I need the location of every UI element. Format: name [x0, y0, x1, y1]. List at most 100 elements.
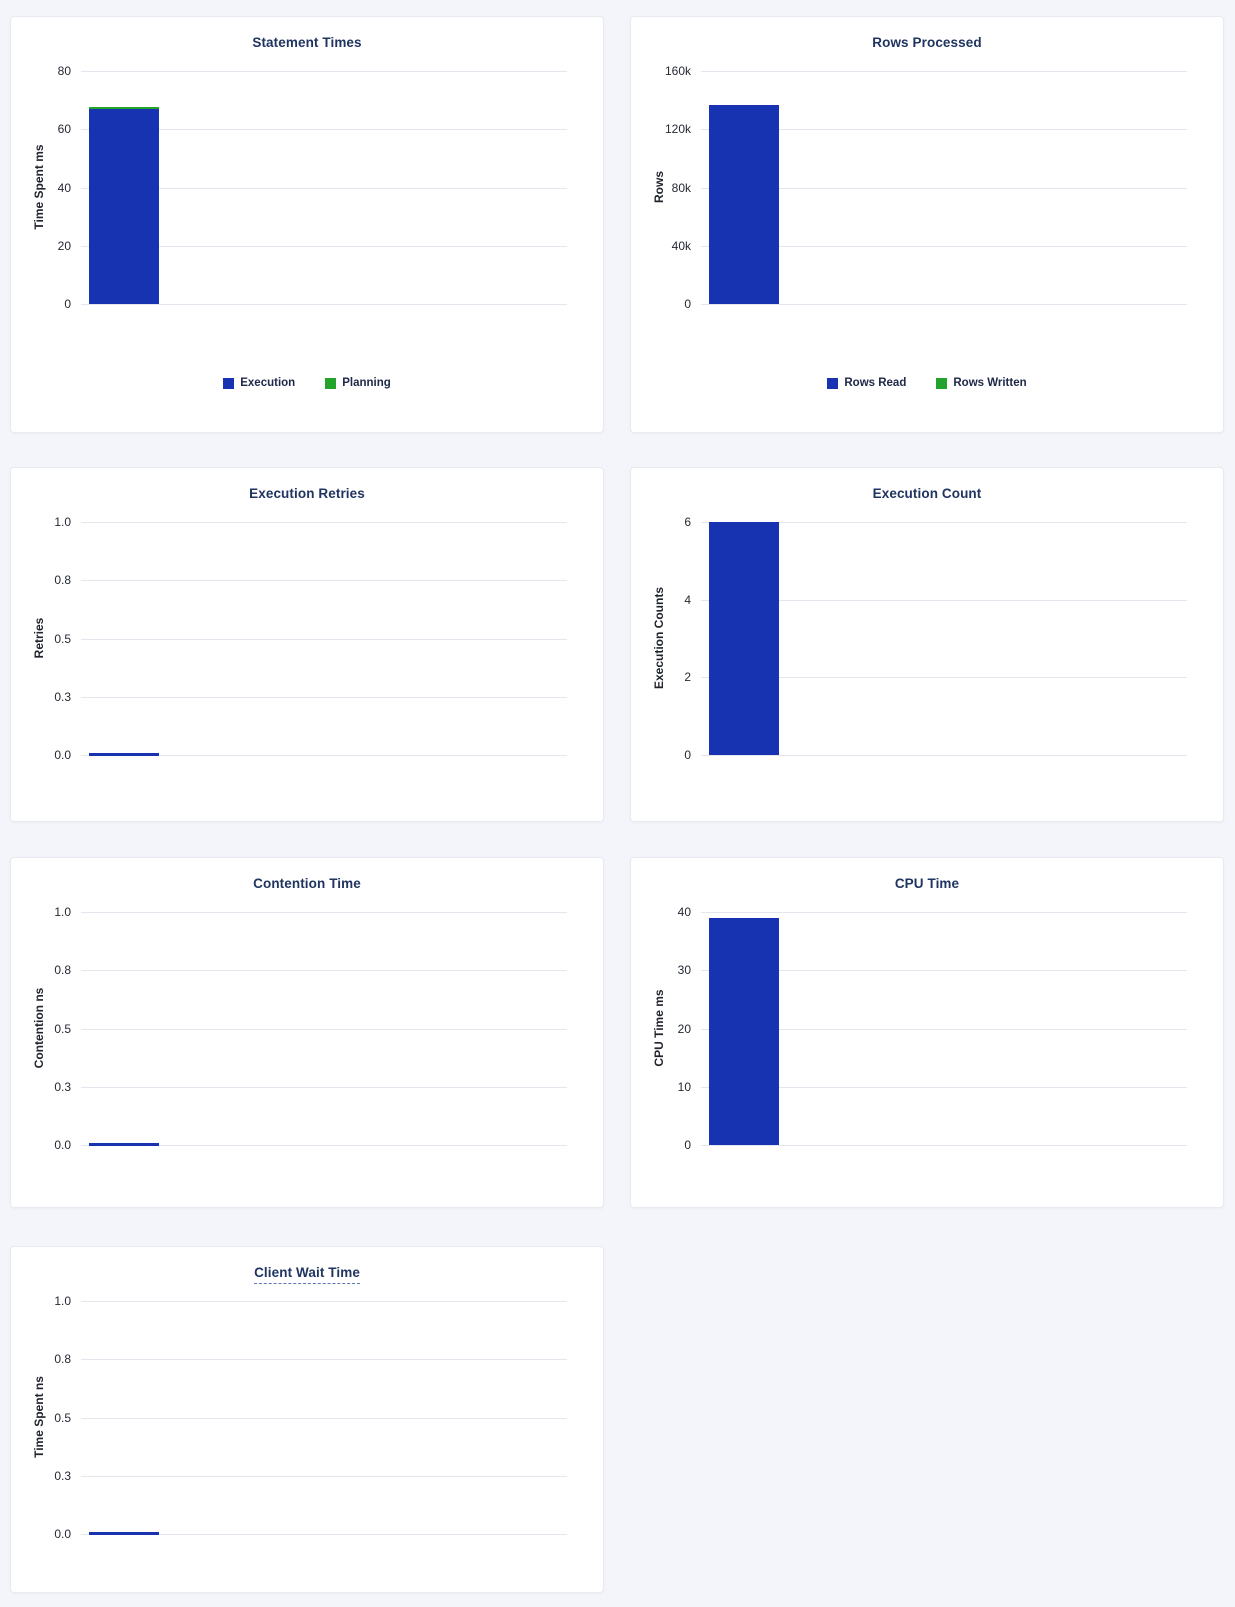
y-tick-label: 0.0: [54, 1527, 71, 1541]
bar-execution: [89, 108, 159, 304]
bar-planning: [89, 106, 159, 109]
legend-label: Rows Read: [844, 377, 907, 389]
y-tick-label: 1.0: [54, 515, 71, 529]
gridline: [81, 580, 567, 581]
y-tick-label: 0: [684, 297, 691, 311]
gridline: [701, 912, 1187, 913]
chart-title: Statement Times: [11, 35, 603, 50]
y-tick-label: 0: [64, 297, 71, 311]
y-tick-label: 1.0: [54, 905, 71, 919]
y-tick-label: 0.8: [54, 573, 71, 587]
gridline: [81, 970, 567, 971]
gridline: [81, 246, 567, 247]
chart-title: Rows Processed: [631, 35, 1223, 50]
y-tick-label: 4: [684, 593, 691, 607]
legend-item: Planning: [325, 377, 391, 389]
y-tick-label: 0.5: [54, 1411, 71, 1425]
y-tick-label: 40: [57, 181, 71, 195]
legend-swatch-icon: [325, 377, 337, 389]
y-tick-label: 30: [677, 963, 691, 977]
chart-plot: 0 20 40 60 80: [58, 64, 567, 311]
chart-title: CPU Time: [631, 876, 1223, 891]
card-client-wait-time: Client Wait Time Time Spent ns 0.0 0.3 0.5…: [10, 1246, 604, 1593]
chart-title: Client Wait Time: [11, 1265, 603, 1284]
gridline: [81, 1418, 567, 1419]
chart-title: Execution Count: [631, 486, 1223, 501]
gridline: [701, 129, 1187, 130]
gridline: [701, 600, 1187, 601]
chart-plot: 0.0 0.3 0.5 0.8 1.0: [54, 515, 567, 762]
chart-legend: Execution Planning: [11, 377, 603, 389]
gridline: [81, 1534, 567, 1535]
y-tick-label: 0.3: [54, 1080, 71, 1094]
y-tick-label: 0.8: [54, 963, 71, 977]
gridline: [81, 71, 567, 72]
y-tick-label: 0.5: [54, 1022, 71, 1036]
legend-swatch-icon: [936, 377, 948, 389]
gridline: [81, 188, 567, 189]
y-tick-label: 0: [684, 748, 691, 762]
gridline: [81, 639, 567, 640]
gridline: [81, 1029, 567, 1030]
chart-title: Execution Retries: [11, 486, 603, 501]
y-tick-label: 0.0: [54, 1138, 71, 1152]
chart-title-text: Execution Retries: [249, 486, 365, 501]
gridline: [81, 1359, 567, 1360]
chart-plot: 0.0 0.3 0.5 0.8 1.0: [54, 905, 567, 1152]
gridline: [701, 188, 1187, 189]
y-tick-label: 0.5: [54, 632, 71, 646]
y-tick-label: 20: [677, 1022, 691, 1036]
card-contention-time: Contention Time Contention ns 0.0 0.3 0.5 0…: [10, 857, 604, 1208]
chart-plot: 0 40k 80k 120k 160k: [665, 64, 1187, 311]
y-tick-label: 1.0: [54, 1294, 71, 1308]
chart-title-text: Execution Count: [872, 486, 982, 501]
y-tick-label: 40: [677, 905, 691, 919]
y-tick-label: 0.3: [54, 690, 71, 704]
y-tick-label: 80: [57, 64, 71, 78]
card-execution-retries: Execution Retries Retries 0.0 0.3 0.5 0.8 1.…: [10, 467, 604, 822]
chart-title-text[interactable]: Client Wait Time: [254, 1265, 360, 1284]
y-tick-label: 0: [684, 1138, 691, 1152]
gridline: [81, 697, 567, 698]
chart-plot: 0 2 4 6: [684, 515, 1187, 762]
y-tick-label: 0.3: [54, 1469, 71, 1483]
legend-item: Rows Read: [827, 377, 906, 389]
y-tick-label: 160k: [664, 64, 691, 78]
y-tick-label: 40k: [671, 239, 691, 253]
gridline: [701, 71, 1187, 72]
bar-execution-counts: [709, 522, 779, 755]
y-tick-label: 20: [57, 239, 71, 253]
gridline: [701, 522, 1187, 523]
legend-label: Rows Written: [953, 377, 1027, 389]
y-tick-label: 0.0: [54, 748, 71, 762]
gridline: [81, 912, 567, 913]
card-statement-times: Statement Times Time Spent ms 0 20 40 60 80 …: [10, 16, 604, 433]
legend-swatch-icon: [827, 377, 839, 389]
card-cpu-time: CPU Time CPU Time ms 0 10 20 30 40: [630, 857, 1224, 1208]
gridline: [81, 1476, 567, 1477]
gridline: [81, 755, 567, 756]
y-tick-label: 120k: [664, 122, 691, 136]
gridline: [701, 677, 1187, 678]
gridline: [701, 970, 1187, 971]
legend-item: Execution: [223, 377, 295, 389]
zero-value-bar: [89, 753, 159, 756]
y-tick-label: 10: [677, 1080, 691, 1094]
bar-cpu-time: [709, 917, 779, 1145]
gridline: [701, 755, 1187, 756]
legend-label: Planning: [342, 377, 391, 389]
gridline: [81, 129, 567, 130]
legend-label: Execution: [240, 377, 296, 389]
y-tick-label: 6: [684, 515, 691, 529]
chart-title-text: Statement Times: [252, 35, 362, 50]
card-rows-processed: Rows Processed Rows 0 40k 80k 120k 160k Rows…: [630, 16, 1224, 433]
gridline: [81, 304, 567, 305]
chart-plot: 0.0 0.3 0.5 0.8 1.0: [54, 1294, 567, 1541]
legend-swatch-icon: [223, 377, 235, 389]
legend-item: Rows Written: [936, 377, 1027, 389]
y-tick-label: 0.8: [54, 1352, 71, 1366]
gridline: [701, 304, 1187, 305]
y-tick-label: 60: [57, 122, 71, 136]
